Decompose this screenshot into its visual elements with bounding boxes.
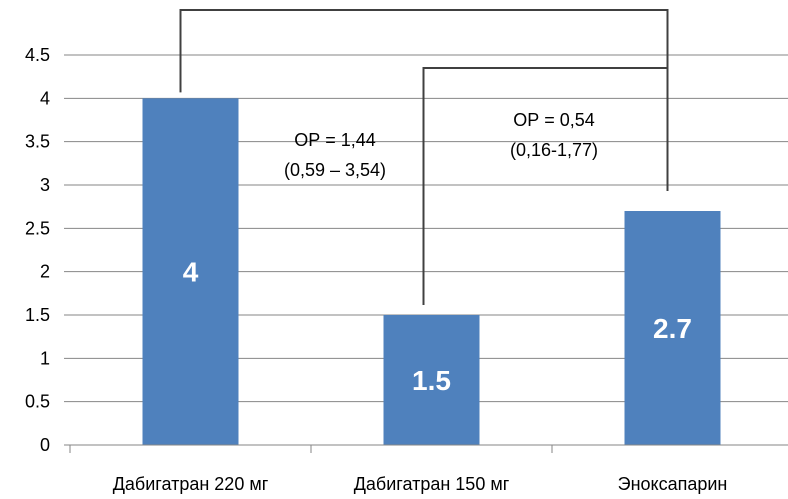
comparison-brackets bbox=[179, 9, 669, 305]
y-tick-label: 0.5 bbox=[25, 392, 50, 412]
category-label: Эноксапарин bbox=[618, 474, 728, 494]
bar bbox=[142, 98, 239, 445]
comparison-bracket bbox=[422, 67, 668, 305]
y-tick-label: 3.5 bbox=[25, 132, 50, 152]
annotation-1-line-2: (0,59 – 3,54) bbox=[284, 160, 386, 180]
y-axis-tick-labels: 0 0.5 1 1.5 2 2.5 3 3.5 4 4.5 bbox=[25, 45, 50, 455]
annotation-1-line-1: ОР = 1,44 bbox=[294, 130, 376, 150]
y-tick-label: 1 bbox=[40, 348, 50, 368]
data-label: 1.5 bbox=[412, 365, 451, 396]
annotation-2-line-2: (0,16-1,77) bbox=[510, 140, 598, 160]
y-tick-label: 4 bbox=[40, 88, 50, 108]
bar bbox=[383, 315, 480, 445]
category-labels: Дабигатран 220 мг Дабигатран 150 мг Энокса… bbox=[113, 474, 728, 494]
annotation-2-line-1: ОР = 0,54 bbox=[513, 110, 595, 130]
y-tick-label: 0 bbox=[40, 435, 50, 455]
bar bbox=[624, 211, 721, 445]
data-label: 2.7 bbox=[653, 313, 692, 344]
y-tick-label: 2 bbox=[40, 262, 50, 282]
bars bbox=[142, 98, 721, 445]
y-tick-label: 3 bbox=[40, 175, 50, 195]
comparison-bracket bbox=[179, 9, 669, 191]
y-tick-label: 4.5 bbox=[25, 45, 50, 65]
category-label: Дабигатран 150 мг bbox=[354, 474, 510, 494]
y-tick-label: 1.5 bbox=[25, 305, 50, 325]
category-label: Дабигатран 220 мг bbox=[113, 474, 269, 494]
y-tick-label: 2.5 bbox=[25, 218, 50, 238]
x-axis bbox=[64, 444, 788, 453]
data-label: 4 bbox=[183, 257, 199, 288]
data-labels: 4 1.5 2.7 bbox=[183, 257, 692, 396]
